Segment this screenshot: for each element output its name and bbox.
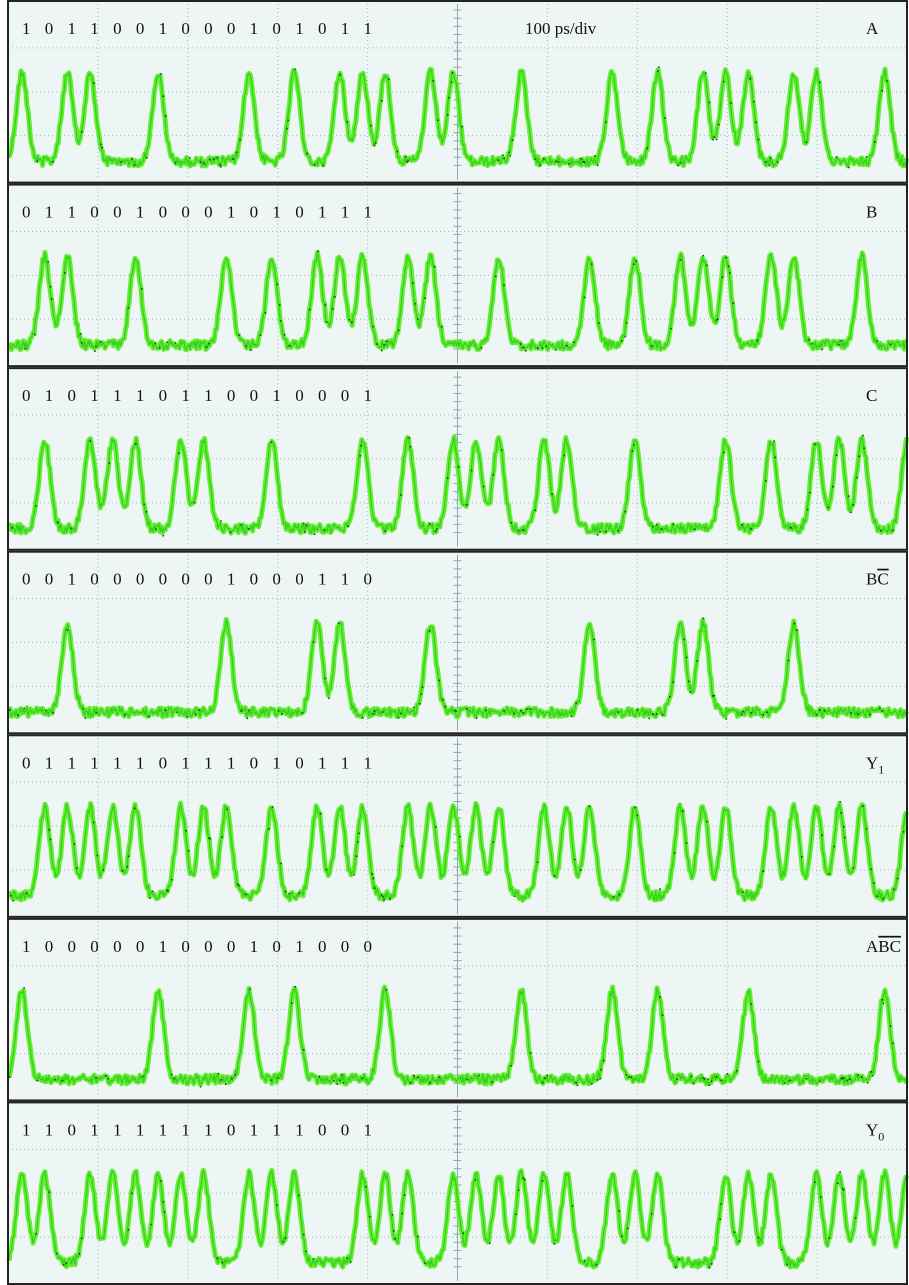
channel-label: C [866,386,877,405]
scope-panel: 0 0 1 0 0 0 0 0 0 1 0 0 0 1 1 0 BC [8,552,907,734]
label-part: A [866,19,879,38]
label-part: A [866,937,879,956]
label-part: Y [866,1120,878,1139]
bit-sequence: 1 1 0 1 1 1 1 1 1 0 1 1 1 0 0 1 [22,1120,372,1139]
label-part: 0 [878,1129,884,1143]
label-part: C [890,937,901,956]
label-part: B [866,570,877,589]
bit-sequence: 0 0 1 0 0 0 0 0 0 1 0 0 0 1 1 0 [22,570,372,589]
scope-panel: 1 0 0 0 0 0 1 0 0 0 1 0 1 0 0 0 ABC [8,919,907,1101]
bit-sequence: 1 0 0 0 0 0 1 0 0 0 1 0 1 0 0 0 [22,937,372,956]
label-part: B [878,937,889,956]
scope-panel: 1 1 0 1 1 1 1 1 1 0 1 1 1 0 0 1 Y0 [8,1102,907,1284]
timebase: 100 ps/div [525,19,597,38]
scope-panel: 0 1 1 0 0 1 0 0 0 1 0 1 0 1 1 1 B [8,185,907,367]
label-part: C [866,386,877,405]
scope-panel: 0 1 1 1 1 1 0 1 1 1 0 1 0 1 1 1 Y1 [8,735,907,917]
bit-sequence: 0 1 1 0 0 1 0 0 0 1 0 1 0 1 1 1 [22,203,372,222]
bit-sequence: 1 0 1 1 0 0 1 0 0 0 1 0 1 0 1 1 [22,19,372,38]
bit-sequence: 0 1 0 1 1 1 0 1 1 0 0 1 0 0 0 1 [22,386,372,405]
label-part: Y [866,753,878,772]
label-part: B [866,203,877,222]
label-part: C [877,570,888,589]
scope-panel: 1 0 1 1 0 0 1 0 0 0 1 0 1 0 1 1 A [8,1,907,183]
scope-panel: 0 1 0 1 1 1 0 1 1 0 0 1 0 0 0 1 C [8,368,907,550]
channel-label: ABC [866,937,901,956]
channel-label: A [866,19,879,38]
channel-label: BC [866,570,889,589]
bit-sequence: 0 1 1 1 1 1 0 1 1 1 0 1 0 1 1 1 [22,753,372,772]
label-part: 1 [878,762,884,776]
oscilloscope-figure: 1 0 1 1 0 0 1 0 0 0 1 0 1 0 1 1 A 0 1 1 0 … [0,0,909,1285]
channel-label: B [866,203,877,222]
